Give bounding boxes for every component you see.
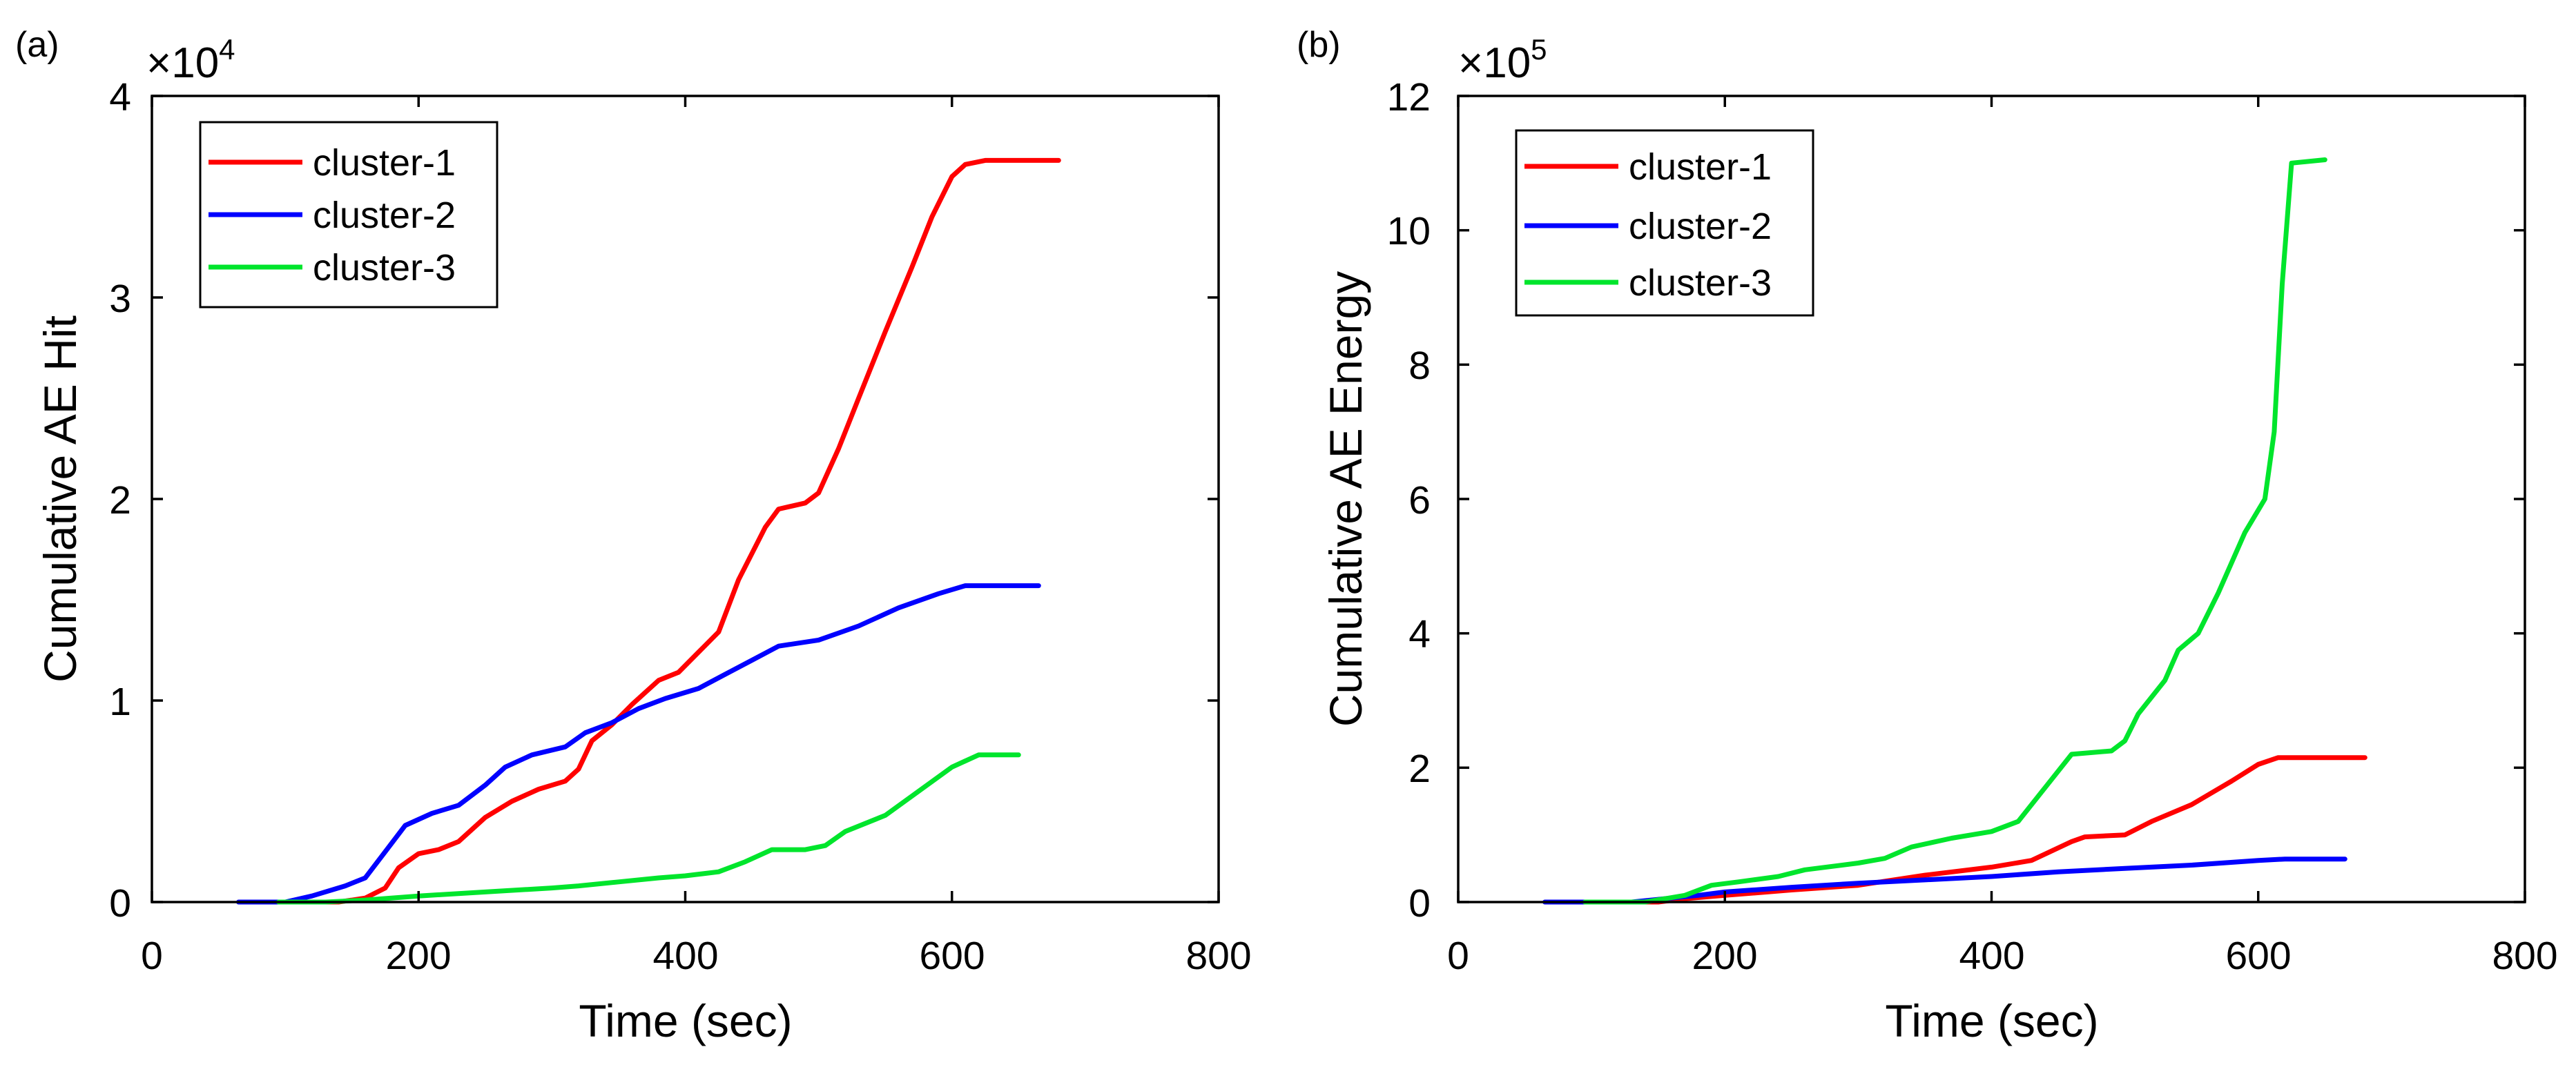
legend-label-cluster-3: cluster-3 <box>1629 262 1772 304</box>
x-tick-label: 600 <box>919 934 985 978</box>
legend-label-cluster-3: cluster-3 <box>313 247 456 288</box>
y-tick-label: 0 <box>109 881 131 926</box>
y-tick-label: 0 <box>1408 881 1431 926</box>
x-tick-label: 600 <box>2225 934 2291 978</box>
y-tick-label: 12 <box>1387 75 1431 119</box>
y-tick-label: 2 <box>1408 747 1431 791</box>
x-tick-label: 400 <box>652 934 718 978</box>
series-line-cluster-2 <box>236 583 1041 905</box>
chart-panel-a: (a) ×104 0 200 400 600 800 0 1 2 3 4 Tim… <box>15 25 1252 1046</box>
series-lines-b <box>1542 157 2367 905</box>
x-tick-labels-b: 0 200 400 600 800 <box>1447 934 2557 978</box>
series-line-cluster-1 <box>282 157 1061 905</box>
y-tick-labels-a: 0 1 2 3 4 <box>109 75 131 926</box>
y-tick-label: 6 <box>1408 478 1431 522</box>
panel-label-b: (b) <box>1297 25 1341 65</box>
legend-label-cluster-2: cluster-2 <box>1629 206 1772 247</box>
x-tick-label: 800 <box>2492 934 2557 978</box>
chart-panel-b: (b) ×105 0 200 400 600 800 0 2 4 6 8 10 … <box>1297 25 2558 1046</box>
y-tick-label: 3 <box>109 277 131 321</box>
x-tick-label: 800 <box>1185 934 1251 978</box>
x-tick-label: 200 <box>385 934 451 978</box>
y-exponent-label-b: ×105 <box>1458 33 1547 87</box>
y-exponent-label-a: ×104 <box>146 33 235 87</box>
legend-b: cluster-1 cluster-2 cluster-3 <box>1515 129 1814 317</box>
y-tick-label: 10 <box>1387 209 1431 253</box>
x-axis-label-a: Time (sec) <box>579 995 792 1046</box>
series-lines-a <box>236 157 1061 905</box>
x-tick-labels-a: 0 200 400 600 800 <box>141 934 1251 978</box>
legend-label-cluster-1: cluster-1 <box>313 142 456 184</box>
x-tick-label: 400 <box>1959 934 2024 978</box>
y-tick-label: 8 <box>1408 344 1431 388</box>
panel-label-a: (a) <box>15 25 59 65</box>
y-tick-label: 2 <box>109 478 131 522</box>
axis-ticks-a <box>151 95 1220 903</box>
x-axis-label-b: Time (sec) <box>1885 995 2098 1046</box>
series-line-cluster-2 <box>1542 856 2347 905</box>
x-tick-label: 200 <box>1692 934 1757 978</box>
legend-label-cluster-2: cluster-2 <box>313 195 456 236</box>
legend-a: cluster-1 cluster-2 cluster-3 <box>199 121 498 309</box>
y-tick-label: 4 <box>109 75 131 119</box>
y-axis-label-a: Cumulative AE Hit <box>35 315 86 683</box>
legend-label-cluster-1: cluster-1 <box>1629 146 1772 188</box>
x-tick-label: 0 <box>141 934 163 978</box>
y-tick-label: 4 <box>1408 612 1431 656</box>
y-axis-label-b: Cumulative AE Energy <box>1320 271 1371 727</box>
series-line-cluster-3 <box>1582 157 2327 905</box>
axis-ticks-b <box>1457 95 2526 903</box>
x-tick-label: 0 <box>1447 934 1469 978</box>
y-tick-label: 1 <box>109 680 131 724</box>
y-tick-labels-b: 0 2 4 6 8 10 12 <box>1387 75 1431 926</box>
series-line-cluster-3 <box>276 752 1021 905</box>
series-line-cluster-1 <box>1582 755 2367 905</box>
